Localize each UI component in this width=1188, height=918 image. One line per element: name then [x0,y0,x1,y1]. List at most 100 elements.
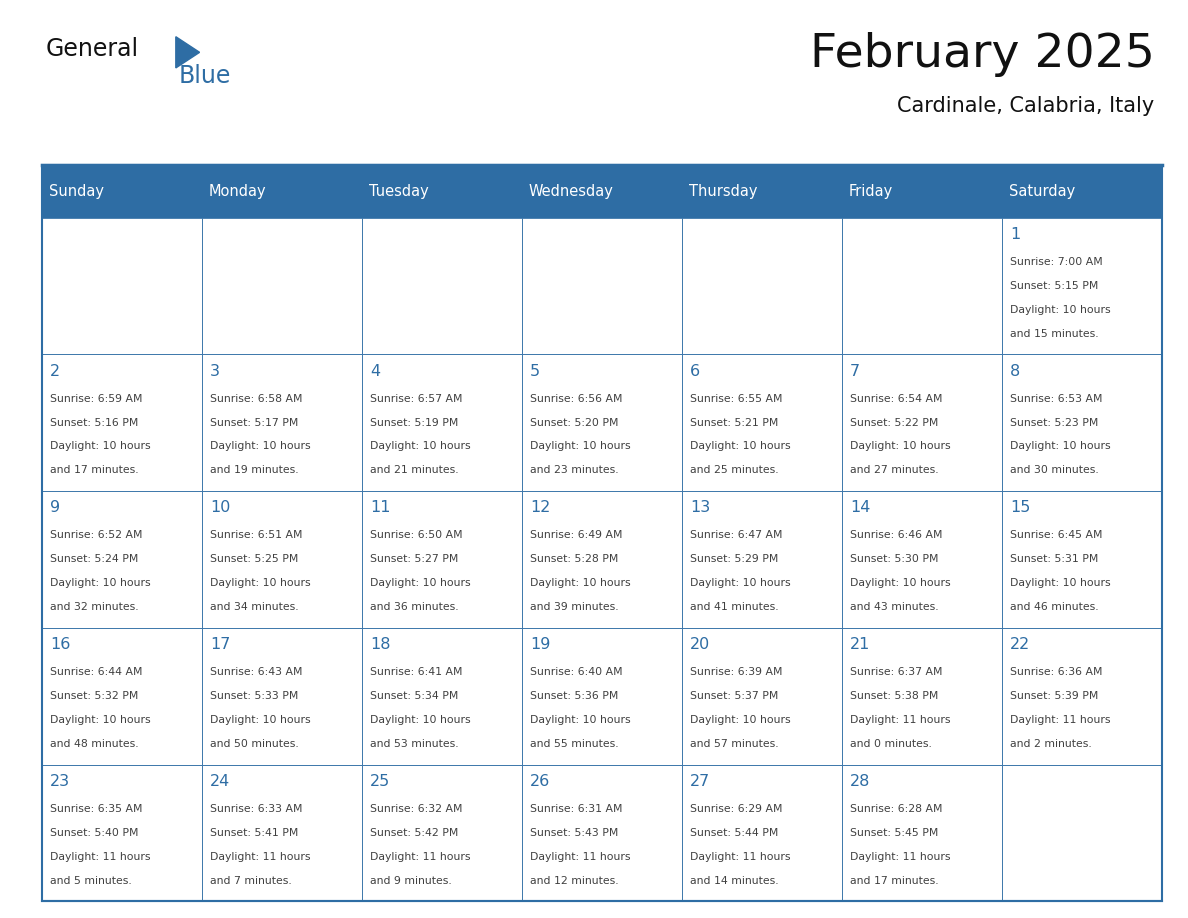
Text: 15: 15 [1010,500,1030,515]
Text: Sunset: 5:23 PM: Sunset: 5:23 PM [1010,418,1099,428]
Bar [1001,765,1162,901]
Bar [1001,354,1162,491]
Text: Cardinale, Calabria, Italy: Cardinale, Calabria, Italy [897,96,1155,117]
Text: Sunrise: 7:00 AM: Sunrise: 7:00 AM [1010,257,1102,267]
Text: Daylight: 10 hours: Daylight: 10 hours [369,578,470,588]
Text: Sunset: 5:44 PM: Sunset: 5:44 PM [690,828,778,838]
Text: February 2025: February 2025 [810,32,1155,77]
Text: and 50 minutes.: and 50 minutes. [210,739,298,749]
Text: 13: 13 [690,500,710,515]
Text: and 2 minutes.: and 2 minutes. [1010,739,1092,749]
Text: and 27 minutes.: and 27 minutes. [851,465,939,476]
Text: and 43 minutes.: and 43 minutes. [851,602,939,612]
Text: Sunset: 5:15 PM: Sunset: 5:15 PM [1010,281,1099,291]
Text: Sunset: 5:39 PM: Sunset: 5:39 PM [1010,691,1099,701]
Text: Sunrise: 6:31 AM: Sunrise: 6:31 AM [530,804,623,814]
Bar [202,218,361,354]
Text: and 17 minutes.: and 17 minutes. [50,465,139,476]
Text: and 12 minutes.: and 12 minutes. [530,876,619,886]
Text: 18: 18 [369,637,391,652]
Text: Sunset: 5:20 PM: Sunset: 5:20 PM [530,418,619,428]
Text: 10: 10 [210,500,230,515]
Text: Daylight: 10 hours: Daylight: 10 hours [851,578,950,588]
Bar [682,218,842,354]
Text: Sunrise: 6:39 AM: Sunrise: 6:39 AM [690,667,783,677]
Text: Sunset: 5:33 PM: Sunset: 5:33 PM [210,691,298,701]
Text: 7: 7 [851,364,860,378]
Bar [842,765,1001,901]
Text: Sunset: 5:31 PM: Sunset: 5:31 PM [1010,554,1099,565]
Text: Sunrise: 6:59 AM: Sunrise: 6:59 AM [50,394,143,404]
Text: Sunset: 5:30 PM: Sunset: 5:30 PM [851,554,939,565]
Bar [361,165,522,218]
Bar [842,165,1001,218]
Text: Sunset: 5:42 PM: Sunset: 5:42 PM [369,828,459,838]
Bar [202,165,361,218]
Text: and 5 minutes.: and 5 minutes. [50,876,132,886]
Bar [42,218,202,354]
Text: and 34 minutes.: and 34 minutes. [210,602,298,612]
Text: and 17 minutes.: and 17 minutes. [851,876,939,886]
Text: Daylight: 10 hours: Daylight: 10 hours [690,715,791,725]
Text: Daylight: 10 hours: Daylight: 10 hours [690,442,791,452]
Text: Sunrise: 6:51 AM: Sunrise: 6:51 AM [210,531,303,541]
Bar [842,491,1001,628]
Text: 6: 6 [690,364,700,378]
Text: Sunrise: 6:50 AM: Sunrise: 6:50 AM [369,531,462,541]
Text: Daylight: 10 hours: Daylight: 10 hours [851,442,950,452]
Text: Daylight: 10 hours: Daylight: 10 hours [50,442,151,452]
Text: 5: 5 [530,364,541,378]
Text: Sunrise: 6:28 AM: Sunrise: 6:28 AM [851,804,942,814]
Text: Sunset: 5:19 PM: Sunset: 5:19 PM [369,418,459,428]
Bar [842,354,1001,491]
Text: Sunrise: 6:33 AM: Sunrise: 6:33 AM [210,804,303,814]
Text: Friday: Friday [849,184,893,199]
Text: Daylight: 11 hours: Daylight: 11 hours [851,852,950,862]
Text: and 9 minutes.: and 9 minutes. [369,876,451,886]
Text: Sunrise: 6:56 AM: Sunrise: 6:56 AM [530,394,623,404]
Bar [202,765,361,901]
Bar [42,765,202,901]
Bar [361,354,522,491]
Text: Daylight: 10 hours: Daylight: 10 hours [530,442,631,452]
Text: Thursday: Thursday [689,184,758,199]
Text: Daylight: 11 hours: Daylight: 11 hours [369,852,470,862]
Polygon shape [176,37,200,68]
Bar [42,165,1162,901]
Text: Sunset: 5:36 PM: Sunset: 5:36 PM [530,691,619,701]
Text: Sunrise: 6:36 AM: Sunrise: 6:36 AM [1010,667,1102,677]
Text: Sunrise: 6:52 AM: Sunrise: 6:52 AM [50,531,143,541]
Bar [1001,165,1162,218]
Text: and 39 minutes.: and 39 minutes. [530,602,619,612]
Text: and 36 minutes.: and 36 minutes. [369,602,459,612]
Text: Wednesday: Wednesday [529,184,614,199]
Bar [361,491,522,628]
Bar [682,628,842,765]
Text: 17: 17 [210,637,230,652]
Text: Daylight: 10 hours: Daylight: 10 hours [1010,578,1111,588]
Text: Sunset: 5:37 PM: Sunset: 5:37 PM [690,691,778,701]
Text: Monday: Monday [209,184,266,199]
Text: Sunrise: 6:35 AM: Sunrise: 6:35 AM [50,804,143,814]
Bar [682,354,842,491]
Text: Saturday: Saturday [1009,184,1075,199]
Text: 21: 21 [851,637,871,652]
Text: and 46 minutes.: and 46 minutes. [1010,602,1099,612]
Text: Sunrise: 6:47 AM: Sunrise: 6:47 AM [690,531,783,541]
Bar [842,628,1001,765]
Bar [202,628,361,765]
Text: Daylight: 11 hours: Daylight: 11 hours [1010,715,1111,725]
Text: Sunset: 5:16 PM: Sunset: 5:16 PM [50,418,138,428]
Text: Daylight: 11 hours: Daylight: 11 hours [690,852,790,862]
Text: Daylight: 11 hours: Daylight: 11 hours [210,852,310,862]
Text: and 25 minutes.: and 25 minutes. [690,465,778,476]
Bar [1001,218,1162,354]
Text: Sunset: 5:45 PM: Sunset: 5:45 PM [851,828,939,838]
Text: and 23 minutes.: and 23 minutes. [530,465,619,476]
Text: Sunrise: 6:58 AM: Sunrise: 6:58 AM [210,394,303,404]
Bar [522,354,682,491]
Text: Sunset: 5:27 PM: Sunset: 5:27 PM [369,554,459,565]
Text: Sunrise: 6:37 AM: Sunrise: 6:37 AM [851,667,942,677]
Text: General: General [45,37,138,61]
Text: and 21 minutes.: and 21 minutes. [369,465,459,476]
